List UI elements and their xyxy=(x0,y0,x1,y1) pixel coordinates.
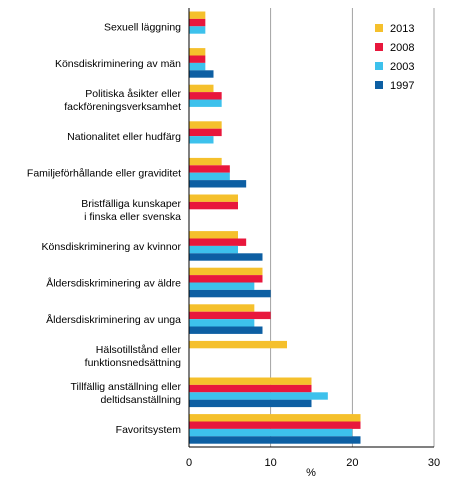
bar-2008 xyxy=(189,384,312,393)
bar-2008 xyxy=(189,92,222,100)
legend: 2013 2008 2003 1997 xyxy=(375,23,414,92)
bar-2003 xyxy=(189,245,238,254)
legend-swatch-1997 xyxy=(375,81,383,89)
bar-2003 xyxy=(189,136,214,144)
x-tick-label: 10 xyxy=(265,457,277,469)
bar-2003 xyxy=(189,392,328,400)
bar-2013 xyxy=(189,194,238,202)
bar-2008 xyxy=(189,165,230,173)
legend-swatch-2013 xyxy=(375,24,383,32)
x-axis: 0 10 20 30 xyxy=(186,8,440,469)
category-label: Könsdiskriminering av män xyxy=(55,58,181,70)
category-label: Bristfälliga kunskaper xyxy=(81,198,181,210)
category-label: i finska eller svenska xyxy=(84,211,181,223)
bar-1997 xyxy=(189,180,247,188)
bar-2008 xyxy=(189,201,238,210)
bar-2003 xyxy=(189,99,222,107)
category-labels: Sexuell läggning Könsdiskriminering av mä… xyxy=(27,21,182,436)
category-label: Åldersdiskriminering av äldre xyxy=(46,277,181,290)
bar-2013 xyxy=(189,11,206,19)
x-tick-label: 20 xyxy=(346,457,358,469)
bar-1997 xyxy=(189,326,263,334)
bar-2013 xyxy=(189,121,222,129)
bar-2013 xyxy=(189,304,255,312)
x-tick-label: 30 xyxy=(428,457,440,469)
category-label: Könsdiskriminering av kvinnor xyxy=(42,241,182,253)
bar-1997 xyxy=(189,70,214,78)
bar-2008 xyxy=(189,421,361,429)
bar-2013 xyxy=(189,157,222,166)
grid xyxy=(270,8,435,447)
bars xyxy=(189,11,361,444)
bar-2003 xyxy=(189,172,230,181)
bar-1997 xyxy=(189,399,312,408)
legend-label-2013: 2013 xyxy=(390,23,414,35)
bar-2003 xyxy=(189,428,353,437)
category-label: Tillfällig anställning eller xyxy=(71,381,182,393)
bar-2013 xyxy=(189,84,214,93)
bar-2003 xyxy=(189,26,206,34)
category-label: Åldersdiskriminering av unga xyxy=(46,313,181,326)
category-label: Familjeförhållande eller graviditet xyxy=(27,168,181,180)
bar-2008 xyxy=(189,128,222,137)
category-label: Nationalitet eller hudfärg xyxy=(67,131,181,143)
category-label: Politiska åsikter eller xyxy=(85,88,181,100)
legend-swatch-2003 xyxy=(375,62,383,70)
bar-1997 xyxy=(189,436,361,444)
bar-2008 xyxy=(189,311,271,320)
bar-2013 xyxy=(189,231,238,239)
bar-1997 xyxy=(189,289,271,298)
legend-label-2008: 2008 xyxy=(390,42,414,54)
bar-1997 xyxy=(189,253,263,261)
category-label: Hälsotillstånd eller xyxy=(96,344,182,356)
category-label: deltidsanställning xyxy=(100,394,181,406)
category-label: Favoritsystem xyxy=(116,424,182,436)
legend-label-1997: 1997 xyxy=(390,80,414,92)
bar-2013 xyxy=(189,340,287,349)
legend-label-2003: 2003 xyxy=(390,61,414,73)
bar-2003 xyxy=(189,62,206,71)
x-axis-title: % xyxy=(306,467,316,479)
bar-2008 xyxy=(189,18,206,27)
category-label: Sexuell läggning xyxy=(104,21,181,33)
category-label: fackföreningsverksamhet xyxy=(64,101,181,113)
bar-2008 xyxy=(189,238,247,246)
bar-2013 xyxy=(189,414,361,422)
legend-swatch-2008 xyxy=(375,43,383,51)
x-tick-label: 0 xyxy=(186,457,192,469)
bar-2008 xyxy=(189,55,206,63)
bar-2003 xyxy=(189,319,255,327)
bar-2013 xyxy=(189,48,206,56)
bar-2003 xyxy=(189,282,255,290)
bar-2008 xyxy=(189,275,263,283)
category-label: funktionsnedsättning xyxy=(85,357,181,369)
bar-2013 xyxy=(189,377,312,385)
bar-2013 xyxy=(189,267,263,276)
